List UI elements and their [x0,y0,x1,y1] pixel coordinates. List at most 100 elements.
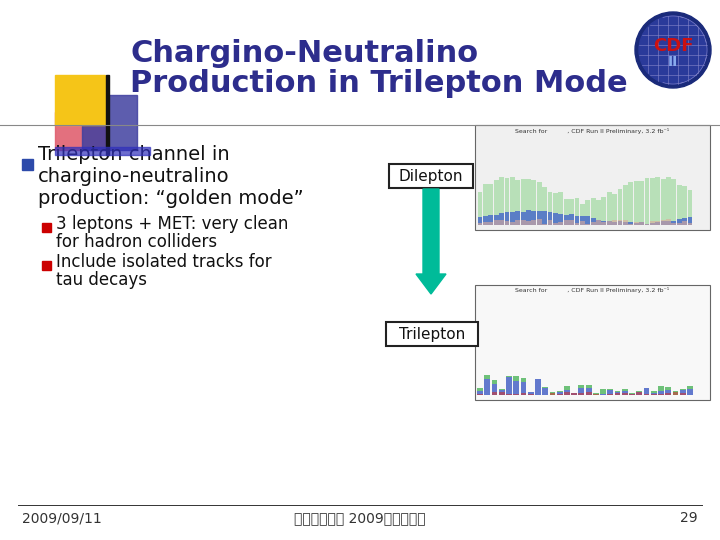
Bar [634,181,639,225]
FancyBboxPatch shape [386,322,478,346]
Bar [494,214,498,225]
Bar [483,185,488,225]
Bar [655,177,660,225]
Bar [677,223,682,225]
Bar [492,380,498,384]
Text: production: “golden mode”: production: “golden mode” [38,190,304,208]
Bar [585,217,590,225]
Text: Search for          , CDF Run II Preliminary, 3.2 fb⁻¹: Search for , CDF Run II Preliminary, 3.2… [515,128,669,134]
Bar [665,387,671,390]
Bar [623,220,628,225]
Bar [682,186,687,225]
Bar [650,221,654,225]
Bar [608,390,613,395]
Bar [658,387,664,391]
Bar [629,394,635,395]
Bar [661,221,665,225]
Text: CDF: CDF [653,37,693,55]
Circle shape [639,16,707,84]
Bar [558,192,563,225]
Bar [665,393,671,395]
Bar [537,181,541,225]
Bar [564,392,570,395]
Bar [571,393,577,395]
Bar [42,261,51,270]
Bar [666,221,671,225]
Bar [548,192,552,225]
Bar [506,376,512,377]
Bar [629,393,635,394]
Bar [629,224,633,225]
Bar [499,177,504,225]
Text: 29: 29 [680,511,698,525]
Bar [580,204,585,225]
Bar [494,220,498,225]
Bar [106,75,109,155]
Bar [688,190,693,225]
Bar [557,392,562,395]
Bar [636,392,642,395]
Bar [651,393,657,395]
Bar [629,183,633,225]
Bar [564,215,569,225]
Bar [585,200,590,225]
Bar [521,377,526,382]
Bar [665,390,671,395]
Bar [682,218,687,225]
Bar [586,388,592,395]
Bar [593,394,599,395]
Bar [499,393,505,395]
Bar [680,393,685,395]
Bar [672,221,676,225]
Bar [558,221,563,225]
Bar [661,220,665,225]
Text: 3 leptons + MET: very clean: 3 leptons + MET: very clean [56,215,289,233]
Bar [516,220,520,225]
Bar [578,393,584,395]
Bar [549,393,555,395]
Bar [477,390,483,395]
Bar [623,185,628,225]
Bar [569,199,574,225]
Bar [510,222,515,225]
Bar [586,393,592,395]
Bar [553,213,558,225]
Bar [658,391,664,395]
Bar [488,184,493,225]
Bar [537,219,541,225]
Bar [564,386,570,390]
Bar [680,390,685,395]
Bar [22,159,33,170]
Bar [655,222,660,225]
Bar [622,393,628,395]
Bar [596,220,601,225]
Bar [629,222,633,225]
Bar [687,389,693,395]
Bar [687,386,693,389]
Bar [488,222,493,225]
Bar [585,224,590,225]
Bar [672,391,678,395]
Bar [622,389,628,391]
Text: Include isolated tracks for: Include isolated tracks for [56,253,271,271]
Bar [499,220,504,225]
Bar [569,220,574,225]
Bar [488,215,493,225]
Bar [513,381,519,395]
Bar [639,181,644,225]
Bar [672,179,676,225]
Text: 2009/09/11: 2009/09/11 [22,511,102,525]
Bar [549,392,555,395]
Bar [564,199,569,225]
Bar [510,212,515,225]
Bar [615,394,621,395]
Circle shape [635,12,711,88]
Bar [639,222,644,225]
Bar [607,221,612,225]
Bar [569,214,574,225]
Bar [575,198,580,225]
Bar [475,285,710,400]
Bar [521,393,526,395]
Bar [586,385,592,388]
Bar [612,194,617,225]
